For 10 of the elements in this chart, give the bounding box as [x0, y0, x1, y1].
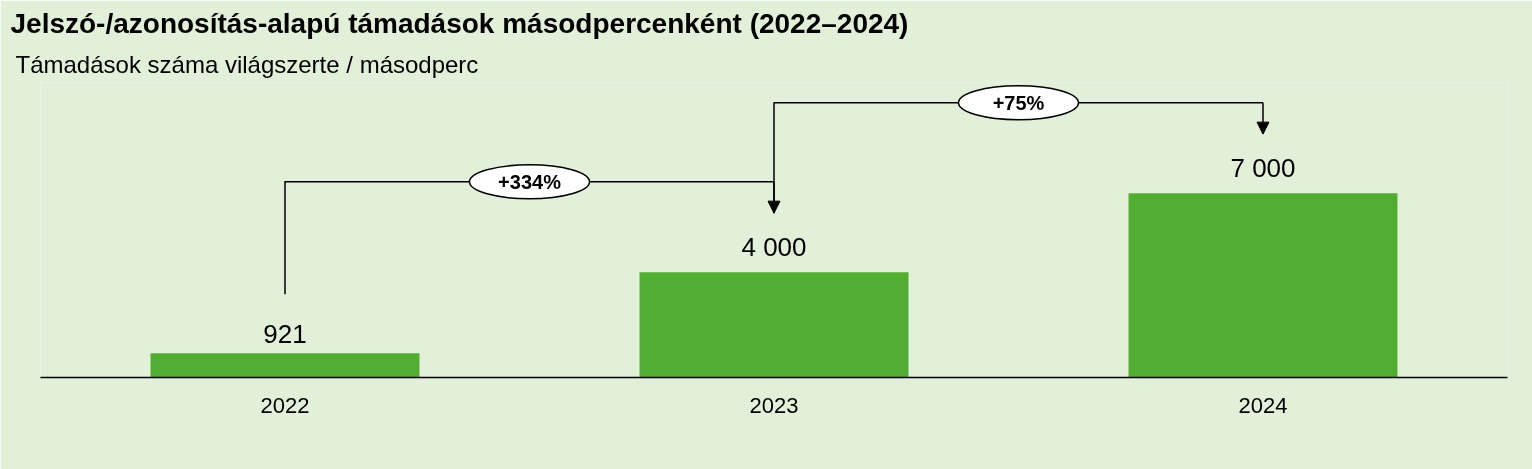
- data-label: 4 000: [741, 232, 807, 263]
- text: +334%: [498, 170, 562, 193]
- text: +75%: [992, 91, 1045, 114]
- chart-subtitle: Támadások száma világszerte / másodperc: [15, 50, 479, 78]
- data-label: 7 000: [1230, 153, 1296, 184]
- x-tick-label: 2024: [1238, 392, 1288, 418]
- x-tick-label: 2023: [749, 392, 799, 418]
- chart-title: Jelszó-/azonosítás-alapú támadások másodpercenként (2022–2024): [10, 7, 909, 39]
- x-tick-label: 2022: [260, 392, 310, 418]
- data-label: 921: [263, 319, 307, 350]
